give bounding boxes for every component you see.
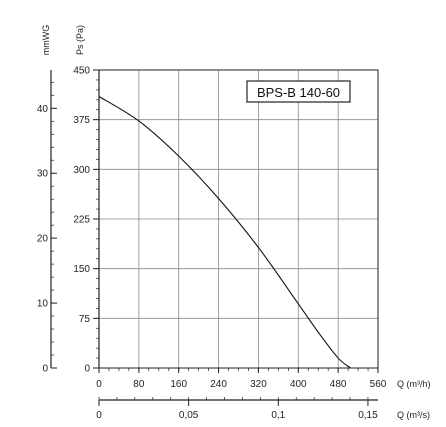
- y-tick-label: 75: [79, 314, 91, 325]
- x-tick-label: 0: [96, 379, 102, 390]
- x2-tick-label: 0,05: [179, 410, 199, 421]
- x-tick-label: 160: [170, 379, 187, 390]
- x-tick-label: 80: [133, 379, 145, 390]
- curve-layer: [98, 96, 351, 369]
- y-tick-label: 450: [73, 66, 90, 77]
- y2-tick-label: 10: [37, 299, 49, 310]
- x-tick-label: 560: [370, 379, 387, 390]
- y-tick-label: 300: [73, 165, 90, 176]
- y-tick-label: 150: [73, 264, 90, 275]
- y-tick-label: 0: [84, 364, 90, 375]
- x-axis-title: Q (m³/h): [397, 379, 431, 389]
- y2-axis-title: mmWG: [41, 25, 51, 56]
- x2-tick-label: 0,15: [358, 410, 378, 421]
- x-tick-label: 400: [290, 379, 307, 390]
- x-tick-label: 480: [330, 379, 347, 390]
- y2-tick-label: 20: [37, 234, 49, 245]
- y-tick-label: 225: [73, 215, 90, 226]
- x-tick-label: 240: [210, 379, 227, 390]
- performance-curve: [98, 96, 351, 369]
- y-tick-label: 375: [73, 115, 90, 126]
- y-axis-title: Ps (Pa): [75, 25, 85, 55]
- x2-axis-title: Q (m³/s): [397, 410, 430, 420]
- x2-tick-label: 0: [96, 410, 102, 421]
- model-label-box: [246, 80, 351, 103]
- y2-tick-label: 40: [37, 104, 49, 115]
- y2-tick-label: 0: [42, 364, 48, 375]
- x-tick-label: 320: [250, 379, 267, 390]
- y2-tick-label: 30: [37, 169, 49, 180]
- model-label: BPS-B 140-60: [257, 85, 340, 100]
- x2-tick-label: 0,1: [271, 410, 285, 421]
- grid: [98, 69, 379, 369]
